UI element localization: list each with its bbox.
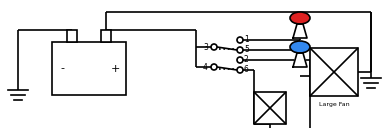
Circle shape: [237, 37, 243, 43]
Text: 3: 3: [203, 42, 208, 51]
Circle shape: [211, 64, 217, 70]
Circle shape: [211, 44, 217, 50]
Bar: [254, 92, 286, 124]
Ellipse shape: [290, 12, 310, 24]
Bar: [310, 48, 358, 96]
Text: 2: 2: [244, 56, 249, 65]
Text: 4: 4: [203, 62, 208, 72]
Text: +: +: [111, 63, 120, 73]
Circle shape: [237, 57, 243, 63]
Bar: [101, 30, 111, 42]
Bar: [67, 30, 77, 42]
Text: 6: 6: [244, 66, 249, 74]
Bar: [52, 42, 126, 95]
Polygon shape: [293, 24, 307, 38]
Polygon shape: [293, 53, 307, 67]
Text: 5: 5: [244, 45, 249, 55]
Circle shape: [237, 67, 243, 73]
Ellipse shape: [290, 41, 310, 53]
Circle shape: [237, 47, 243, 53]
Text: Large Fan: Large Fan: [319, 102, 349, 107]
Text: 1: 1: [244, 35, 249, 45]
Text: -: -: [60, 63, 64, 73]
